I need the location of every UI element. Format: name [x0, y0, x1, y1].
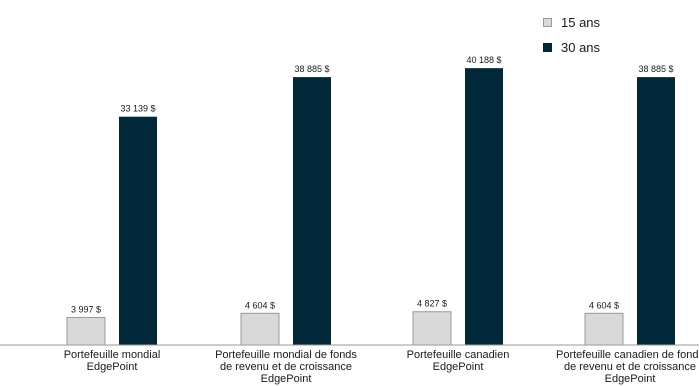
bar-30-ans-4 — [637, 77, 675, 346]
bar-30-ans-2 — [293, 77, 331, 346]
bar-30-ans-3 — [465, 68, 503, 346]
bar-15-ans-2 — [240, 312, 280, 346]
category-label-line: de revenu et de croissance — [563, 361, 697, 373]
category-label-line: Portefeuille canadien de fonds — [556, 349, 699, 361]
legend-label-30-ans: 30 ans — [561, 40, 601, 55]
value-label-30-ans-2: 38 885 $ — [294, 64, 329, 74]
value-label-15-ans-4: 4 604 $ — [589, 300, 619, 310]
legend-label-15-ans: 15 ans — [561, 15, 601, 30]
category-label-line: EdgePoint — [432, 361, 484, 373]
category-label-2: Portefeuille mondial de fonds de revenu e… — [201, 349, 371, 385]
category-label-1: Portefeuille mondial EdgePoint — [27, 349, 197, 373]
value-label-30-ans-4: 38 885 $ — [638, 64, 673, 74]
value-label-15-ans-3: 4 827 $ — [417, 299, 447, 309]
legend-item-30-ans: 30 ans — [543, 35, 600, 60]
category-label-line: Portefeuille mondial — [63, 349, 161, 361]
legend-swatch-15-ans — [543, 18, 552, 27]
category-label-line: Portefeuille canadien — [406, 349, 510, 361]
bar-15-ans-1 — [66, 316, 106, 346]
legend: 15 ans 30 ans — [543, 10, 600, 60]
bar-30-ans-1 — [119, 116, 157, 346]
category-label-3: Portefeuille canadien EdgePoint — [373, 349, 543, 373]
legend-swatch-30-ans — [543, 43, 552, 52]
value-label-30-ans-1: 33 139 $ — [120, 104, 155, 114]
category-label-line: Portefeuille mondial de fonds — [215, 349, 357, 361]
bar-15-ans-3 — [412, 311, 452, 346]
category-label-line: EdgePoint — [86, 361, 138, 373]
value-labels-group: 3 997 $ 33 139 $ 4 604 $ 38 885 $ 4 827 $ 40 … — [71, 55, 674, 314]
category-label-4: Portefeuille canadien de fonds de revenu … — [545, 349, 699, 385]
bar-15-ans-4 — [584, 312, 624, 346]
value-label-30-ans-3: 40 188 $ — [466, 55, 501, 65]
bars-group — [66, 68, 675, 346]
value-label-15-ans-2: 4 604 $ — [245, 300, 275, 310]
category-label-line: EdgePoint — [604, 373, 656, 385]
value-label-15-ans-1: 3 997 $ — [71, 304, 101, 314]
category-label-line: EdgePoint — [260, 373, 312, 385]
legend-item-15-ans: 15 ans — [543, 10, 600, 35]
category-label-line: de revenu et de croissance — [219, 361, 353, 373]
